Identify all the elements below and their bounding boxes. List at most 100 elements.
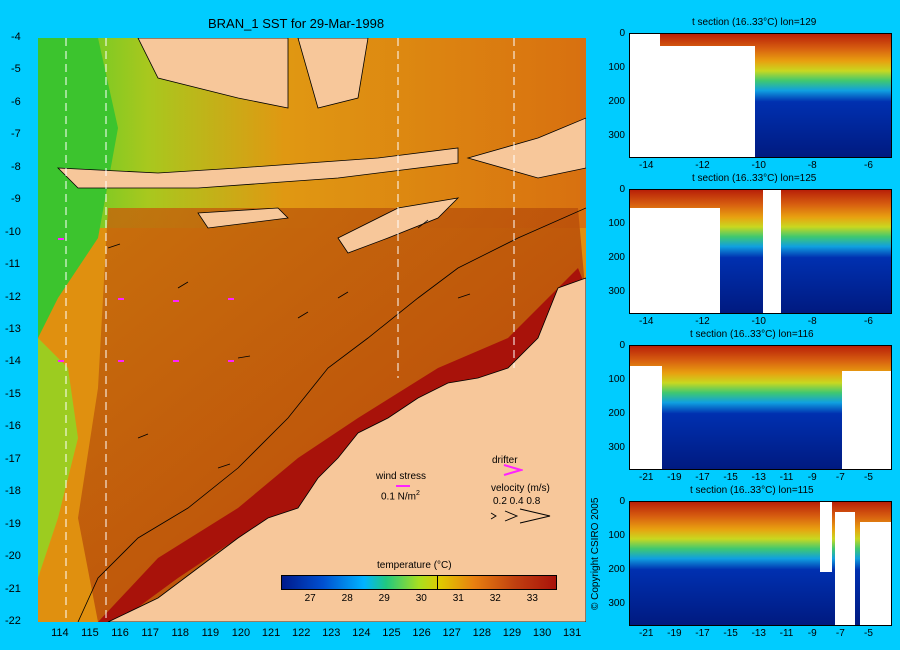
section-land-mask <box>860 522 891 625</box>
warm-pool <box>78 208 586 622</box>
colorbar-tick-label: 33 <box>526 593 538 604</box>
section-lat-label: -7 <box>835 472 845 483</box>
velocity-label: velocity (m/s) <box>491 483 550 494</box>
longitude-label: 122 <box>291 627 311 639</box>
section-panel <box>629 189 892 314</box>
section-lat-label: -13 <box>751 628 766 639</box>
latitude-label: -16 <box>5 420 21 433</box>
section-land-mask <box>630 366 662 469</box>
colorbar-tick-label: 30 <box>415 593 427 604</box>
longitude-label: 117 <box>141 627 159 639</box>
section-land-mask <box>630 208 720 313</box>
section-lat-label: -11 <box>779 472 794 483</box>
section-lat-label: -6 <box>864 160 873 171</box>
section-depth-label: 0 <box>619 28 625 39</box>
wind-arrows <box>107 219 471 469</box>
section-land-mask <box>630 46 755 157</box>
section-title: t section (16..33°C) lon=116 <box>690 329 814 340</box>
section-lat-label: -9 <box>807 628 817 639</box>
longitude-label: 125 <box>382 627 401 639</box>
longitude-label: 115 <box>81 627 99 639</box>
longitude-label: 119 <box>201 627 220 639</box>
sst-map <box>38 38 586 622</box>
latitude-label: -6 <box>11 95 21 108</box>
velocity-values: 0.2 0.4 0.8 <box>493 496 541 507</box>
section-depth-label: 300 <box>608 598 625 609</box>
section-depth-label: 100 <box>608 530 625 541</box>
longitude-label: 120 <box>231 627 251 639</box>
section-depth-label: 100 <box>608 374 625 385</box>
colorbar-marker <box>437 575 438 589</box>
section-land-mask <box>763 190 781 313</box>
drifter-label: drifter <box>492 455 518 466</box>
section-depth-label: 100 <box>608 62 625 73</box>
section-panel <box>629 345 892 470</box>
latitude-label: -8 <box>11 160 21 173</box>
australia-land <box>107 277 586 622</box>
section-lat-label: -15 <box>723 472 738 483</box>
section-lat-label: -12 <box>695 160 710 171</box>
section-land-mask <box>820 502 832 572</box>
section-panel <box>629 33 892 158</box>
section-lat-label: -8 <box>807 316 817 327</box>
section-land-mask <box>842 371 891 469</box>
section-lat-label: -14 <box>639 160 654 171</box>
section-lat-label: -5 <box>864 628 873 639</box>
colorbar-tick-label: 32 <box>489 593 501 604</box>
latitude-label: -22 <box>5 615 21 627</box>
section-lat-label: -8 <box>807 160 817 171</box>
sumba-island <box>197 207 289 229</box>
section-lat-label: -19 <box>667 472 682 483</box>
latitude-label: -21 <box>5 582 21 595</box>
latitude-label: -19 <box>5 517 21 530</box>
temperature-colorbar <box>281 575 557 590</box>
longitude-label: 131 <box>562 627 582 639</box>
latitude-label: -11 <box>5 258 21 271</box>
section-depth-label: 300 <box>608 286 625 297</box>
section-land-mask <box>835 512 855 625</box>
latitude-label: -7 <box>11 128 21 141</box>
eastern-islands <box>466 117 586 179</box>
latitude-label: -13 <box>5 323 21 335</box>
shelf-contour <box>77 207 586 622</box>
section-depth-label: 300 <box>608 442 625 453</box>
section-depth-label: 0 <box>619 340 625 351</box>
longitude-label: 121 <box>261 627 281 639</box>
map-title: BRAN_1 SST for 29-Mar-1998 <box>208 16 385 31</box>
drifter-icon <box>503 464 523 476</box>
longitude-label: 118 <box>171 627 190 639</box>
longitude-label: 116 <box>111 627 129 639</box>
latitude-label: -17 <box>5 452 21 465</box>
section-title: t section (16..33°C) lon=125 <box>692 173 817 184</box>
colorbar-tick-label: 29 <box>378 593 390 604</box>
section-lat-label: -12 <box>695 316 710 327</box>
lesser-sunda-islands <box>56 147 459 189</box>
longitude-label: 124 <box>352 627 371 639</box>
latitude-label: -10 <box>5 225 21 238</box>
copyright: © Copyright CSIRO 2005 <box>590 497 601 610</box>
sulawesi-land <box>137 38 289 109</box>
latitude-label: -12 <box>5 290 21 303</box>
section-depth-label: 200 <box>608 564 625 575</box>
section-depth-label: 100 <box>608 218 625 229</box>
colorbar-tick-label: 27 <box>304 593 316 604</box>
longitude-label: 114 <box>51 627 69 639</box>
section-lat-label: -15 <box>723 628 738 639</box>
section-panel <box>629 501 892 626</box>
section-lat-label: -11 <box>779 628 794 639</box>
section-lat-label: -6 <box>864 316 873 327</box>
drifter-markers <box>58 238 234 362</box>
section-depth-label: 0 <box>619 184 625 195</box>
section-lat-label: -10 <box>751 316 766 327</box>
section-land-mask <box>630 34 660 46</box>
section-depth-label: 200 <box>608 96 625 107</box>
colorbar-tick-label: 28 <box>341 593 353 604</box>
section-lat-label: -14 <box>639 316 654 327</box>
section-depth-label: 300 <box>608 130 625 141</box>
section-title: t section (16..33°C) lon=115 <box>690 485 814 496</box>
section-depth-label: 0 <box>619 496 625 507</box>
latitude-label: -20 <box>5 550 21 563</box>
section-depth-label: 200 <box>608 252 625 263</box>
wind-stress-exponent: 2 <box>416 490 420 497</box>
section-depth-label: 200 <box>608 408 625 419</box>
